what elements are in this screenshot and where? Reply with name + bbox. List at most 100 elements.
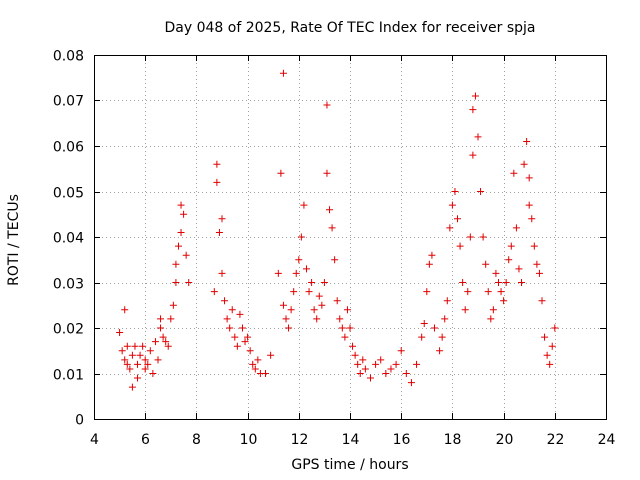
data-point — [213, 160, 221, 168]
data-point — [407, 379, 415, 387]
data-point — [518, 279, 526, 286]
data-point — [436, 347, 444, 355]
data-point — [221, 297, 229, 305]
data-point — [505, 256, 513, 264]
data-point — [523, 137, 531, 145]
y-tick-label: 0.03 — [53, 277, 84, 293]
data-point — [164, 342, 172, 350]
data-point — [441, 315, 449, 323]
data-point — [351, 351, 359, 359]
y-tick-label: 0.04 — [53, 231, 84, 247]
data-point — [167, 315, 175, 323]
data-point — [228, 306, 236, 314]
data-point — [338, 324, 346, 332]
data-point — [459, 279, 467, 286]
data-point — [425, 260, 433, 268]
data-point — [448, 201, 456, 209]
data-point — [136, 351, 144, 359]
data-point — [438, 333, 446, 341]
data-point — [121, 356, 129, 364]
data-point — [231, 333, 239, 341]
data-point — [297, 233, 305, 241]
data-point — [525, 201, 533, 209]
data-point — [482, 260, 490, 268]
data-point — [313, 315, 321, 323]
data-point — [361, 365, 369, 373]
data-point — [487, 315, 495, 323]
data-point — [354, 360, 362, 368]
data-point — [349, 342, 357, 350]
data-point — [366, 374, 374, 382]
data-point — [315, 292, 323, 300]
data-point — [494, 279, 502, 286]
data-point — [233, 342, 241, 350]
x-tick-label: 20 — [496, 432, 514, 448]
data-point — [528, 215, 536, 223]
data-point — [215, 228, 223, 236]
data-point — [172, 260, 180, 268]
data-point — [292, 269, 300, 277]
data-point — [477, 188, 485, 195]
data-point — [141, 356, 149, 364]
data-point — [469, 151, 477, 159]
data-point — [423, 288, 431, 296]
data-point — [323, 169, 331, 177]
data-point — [246, 347, 254, 355]
data-point — [500, 297, 508, 305]
data-point — [121, 306, 129, 314]
data-point — [492, 269, 500, 277]
data-point — [279, 69, 287, 77]
data-point — [226, 324, 234, 332]
data-point — [223, 315, 231, 323]
x-tick-label: 6 — [141, 432, 150, 448]
data-point — [159, 333, 167, 341]
data-point — [128, 351, 136, 359]
x-tick-label: 22 — [547, 432, 565, 448]
data-point — [497, 288, 505, 296]
data-point — [469, 106, 477, 114]
data-point — [285, 324, 293, 332]
data-point — [149, 370, 157, 377]
data-point — [443, 297, 451, 305]
data-point — [466, 233, 474, 241]
data-point — [430, 324, 438, 332]
data-point — [249, 360, 257, 368]
data-point — [512, 224, 520, 232]
x-tick-label: 4 — [90, 432, 99, 448]
data-point — [295, 256, 303, 264]
data-point — [397, 347, 405, 355]
data-point — [126, 365, 134, 373]
data-point — [244, 333, 252, 341]
y-tick-label: 0.08 — [53, 49, 84, 65]
data-point — [151, 338, 159, 346]
data-point — [551, 324, 559, 332]
data-point — [210, 288, 218, 296]
data-point — [236, 310, 244, 318]
data-point — [302, 265, 310, 273]
data-point — [510, 169, 518, 177]
data-point — [274, 269, 282, 277]
data-point — [131, 342, 139, 350]
y-axis-label: ROTI / TECUs — [6, 194, 22, 286]
data-point — [382, 370, 390, 377]
data-point — [177, 228, 185, 236]
data-point — [254, 356, 262, 364]
data-point — [372, 360, 380, 368]
data-point — [141, 365, 149, 373]
data-point — [346, 324, 354, 332]
x-axis-ticks: 4 6 8 10 12 14 16 18 20 22 24 — [90, 55, 615, 448]
data-point — [180, 210, 188, 218]
x-tick-label: 12 — [291, 432, 309, 448]
data-point — [328, 224, 336, 232]
y-tick-label: 0.06 — [53, 140, 84, 156]
y-tick-label: 0.05 — [53, 186, 84, 202]
data-point — [157, 324, 165, 332]
data-point — [182, 251, 190, 259]
data-point — [144, 360, 152, 368]
data-point — [359, 356, 367, 364]
data-point — [336, 315, 344, 323]
data-point — [118, 347, 126, 355]
data-point — [162, 338, 170, 346]
data-point — [413, 360, 421, 368]
